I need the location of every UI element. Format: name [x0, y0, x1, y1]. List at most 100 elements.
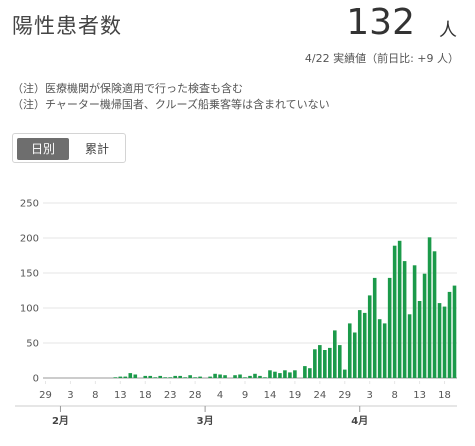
x-tick-label: 3 — [67, 390, 73, 401]
bar — [377, 319, 382, 378]
bar — [283, 370, 287, 378]
bar — [193, 377, 197, 378]
daily-toggle-button[interactable]: 日別 — [17, 138, 69, 160]
date-line: 4/22 実績値（前日比: +9 人） — [304, 52, 459, 65]
bar — [362, 312, 367, 378]
total-unit: 人 — [439, 20, 457, 41]
bar — [168, 377, 172, 378]
month-label: 3月 — [197, 415, 214, 427]
bar — [243, 377, 247, 378]
x-tick-label: 3 — [367, 390, 373, 401]
bar — [178, 375, 182, 378]
bar — [218, 374, 222, 378]
bar — [412, 265, 417, 378]
bar — [313, 349, 317, 378]
y-tick-label: 250 — [20, 199, 39, 210]
x-tick-label: 18 — [438, 390, 451, 401]
x-tick-label: 29 — [338, 390, 351, 401]
bar — [288, 372, 292, 378]
bar — [143, 375, 148, 378]
bar — [352, 332, 357, 378]
bar — [452, 285, 457, 378]
bar — [258, 375, 262, 378]
bar — [238, 374, 242, 378]
y-tick-label: 100 — [20, 304, 39, 315]
bar — [263, 377, 267, 378]
bar — [148, 375, 153, 378]
bar — [248, 375, 252, 378]
bar — [183, 377, 187, 378]
x-tick-label: 9 — [242, 390, 248, 401]
bar — [188, 375, 192, 378]
x-tick-label: 28 — [189, 390, 202, 401]
bar — [427, 237, 432, 378]
y-tick-label: 0 — [33, 374, 39, 385]
x-tick-label: 14 — [264, 390, 277, 401]
x-tick-label: 18 — [139, 390, 152, 401]
bar — [208, 376, 212, 378]
bar — [357, 310, 362, 378]
bar — [118, 376, 123, 378]
bar — [328, 347, 332, 378]
bar — [332, 330, 337, 378]
bar — [318, 345, 322, 378]
x-tick-label: 8 — [391, 390, 397, 401]
bar — [293, 370, 297, 378]
bar — [163, 377, 168, 378]
x-tick-label: 23 — [164, 390, 177, 401]
bar — [422, 273, 427, 378]
month-label: 2月 — [52, 415, 69, 427]
y-tick-label: 50 — [26, 339, 39, 350]
bar — [372, 277, 377, 378]
bar — [382, 323, 387, 378]
bar — [278, 373, 282, 378]
bar — [223, 375, 227, 378]
bar — [253, 373, 257, 378]
x-tick-label: 8 — [92, 390, 98, 401]
total-value: 132 — [346, 2, 415, 43]
bar — [308, 368, 312, 378]
bar — [417, 301, 422, 378]
bar — [113, 377, 118, 378]
x-tick-label: 13 — [114, 390, 127, 401]
bar — [173, 375, 177, 378]
x-tick-label: 4 — [217, 390, 223, 401]
bar — [337, 345, 342, 378]
bar — [273, 371, 277, 378]
bar — [387, 277, 392, 378]
bar — [437, 303, 442, 378]
bar — [133, 374, 138, 378]
daily-cases-chart: 0 50 100 150 200 250 29 3 8 13 18 23 28 4 9 14 19 24 29 3 8 1… — [15, 199, 457, 427]
bar — [367, 295, 372, 378]
y-tick-label: 200 — [20, 234, 39, 245]
bar — [342, 369, 347, 378]
bar — [158, 375, 163, 378]
bar — [268, 370, 272, 378]
y-tick-label: 150 — [20, 269, 39, 280]
bar — [402, 261, 407, 378]
x-tick-label: 19 — [289, 390, 302, 401]
bar — [323, 350, 327, 378]
bar — [153, 377, 158, 378]
x-tick-label: 24 — [313, 390, 326, 401]
bar — [432, 251, 437, 378]
bar — [407, 314, 412, 378]
bar — [213, 373, 217, 378]
bar — [303, 366, 307, 378]
x-tick-label: 29 — [39, 390, 52, 401]
bar — [123, 376, 128, 378]
bar — [233, 375, 237, 378]
x-tick-label: 13 — [413, 390, 426, 401]
bar — [128, 373, 133, 378]
bar — [347, 323, 352, 378]
note-medical: （注）医療機関が保険適用で行った検査も含む — [12, 82, 243, 95]
view-toggle: 日別 累計 — [12, 133, 126, 163]
bar — [397, 240, 402, 378]
bar — [198, 376, 202, 378]
bar — [392, 245, 397, 378]
cumulative-toggle-button[interactable]: 累計 — [84, 142, 109, 156]
page-title: 陽性患者数 — [12, 14, 122, 38]
note-exclusion: （注）チャーター機帰国者、クルーズ船乗客等は含まれていない — [12, 98, 330, 111]
bar — [442, 306, 447, 378]
bar — [447, 291, 452, 378]
